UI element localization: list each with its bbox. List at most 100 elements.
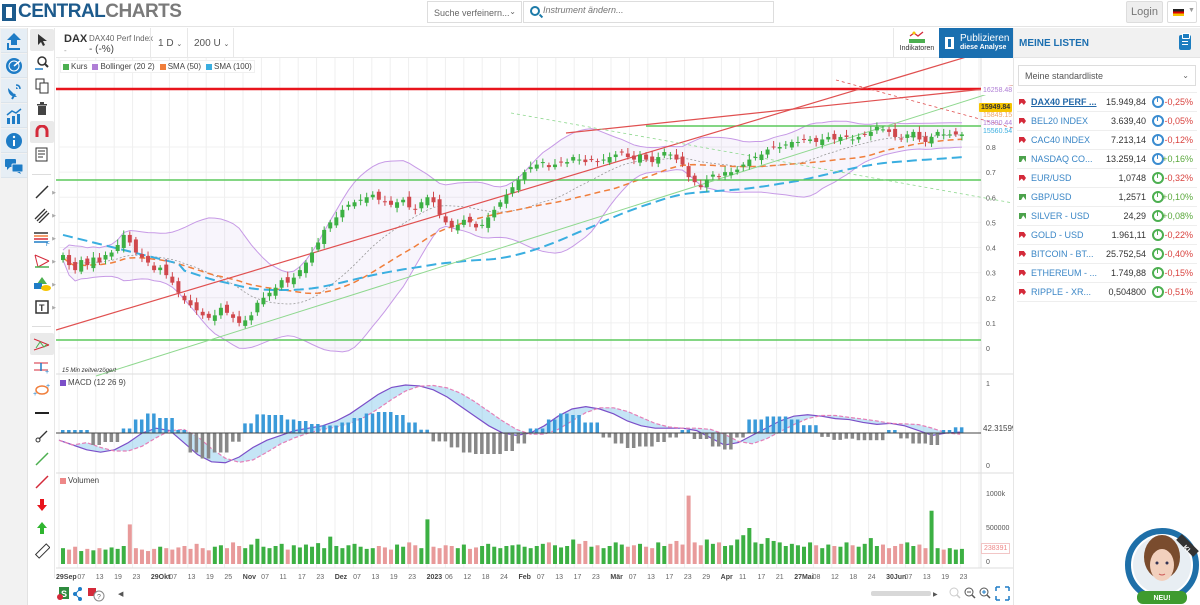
nav-chat[interactable] xyxy=(1,154,27,178)
delete-tool[interactable] xyxy=(30,98,54,120)
instrument-name[interactable]: RIPPLE - XR... xyxy=(1031,287,1092,297)
instrument-name[interactable]: DAX40 PERF ... xyxy=(1031,97,1097,107)
instrument-name[interactable]: BITCOIN - BT... xyxy=(1031,249,1094,259)
zoom-in-icon[interactable] xyxy=(979,587,991,599)
market-clock-icon xyxy=(1152,153,1164,165)
watchlist-row[interactable]: BEL20 INDEX 3.639,40 -0,05% xyxy=(1017,112,1197,131)
instrument-name[interactable]: ETHEREUM - ... xyxy=(1031,268,1098,278)
zoom-tool[interactable] xyxy=(30,52,54,74)
help-alert-icon[interactable]: ? xyxy=(88,588,105,602)
ray-tool[interactable] xyxy=(30,425,54,447)
legend-item-sma100[interactable]: SMA (100) xyxy=(206,62,252,71)
fibonacci-tool[interactable]: F ▶ xyxy=(30,227,56,249)
ruler-tool[interactable] xyxy=(30,540,54,562)
text-tool[interactable]: T ▶ xyxy=(30,296,56,318)
volume-legend[interactable]: Volumen xyxy=(60,476,99,485)
market-clock-icon xyxy=(1152,210,1164,222)
copy-tool[interactable] xyxy=(30,75,54,97)
instrument-name[interactable]: CAC40 INDEX xyxy=(1031,135,1091,145)
time-axis-label: Apr xyxy=(721,574,733,581)
trend-channel-red[interactable] xyxy=(56,58,1013,331)
time-axis-label: 07 xyxy=(77,574,85,581)
instrument-price: 0,504800 xyxy=(1108,287,1146,297)
watchlist-row[interactable]: BITCOIN - BT... 25.752,54 -0,40% xyxy=(1017,245,1197,264)
instrument-name[interactable]: EUR/USD xyxy=(1031,173,1072,183)
price-chart[interactable]: 0.80.70.60.50.40.30.20.10101000k50000002… xyxy=(56,58,1013,583)
nav-info[interactable] xyxy=(1,129,27,153)
watchlist-title: MEINE LISTEN xyxy=(1019,38,1090,49)
publish-analysis-button[interactable]: Publizieren diese Analyse xyxy=(939,28,1013,58)
export-excel-icon[interactable]: S xyxy=(57,587,69,600)
ellipse-tool[interactable]: + + xyxy=(30,379,54,401)
fullscreen-icon[interactable] xyxy=(995,586,1010,601)
nav-export[interactable] xyxy=(1,29,27,53)
search-refine-select[interactable]: Suche verfeinern... ⌄ xyxy=(427,1,522,23)
login-button[interactable]: Login xyxy=(1126,1,1163,23)
zoom-out-icon[interactable] xyxy=(964,587,976,599)
channel-tool[interactable]: ▶ xyxy=(30,204,56,226)
buy-arrow-tool[interactable] xyxy=(30,517,54,539)
watchlist-row[interactable]: ETHEREUM - ... 1.749,88 -0,15% xyxy=(1017,264,1197,283)
scroll-left-icon[interactable]: ◀ xyxy=(118,591,124,598)
pitchfork-tool[interactable]: ▶ xyxy=(30,250,56,272)
watchlist-row[interactable]: RIPPLE - XR... 0,504800 -0,51% xyxy=(1017,283,1197,302)
watchlist-row[interactable]: GBP/USD 1,2571 +0,10% xyxy=(1017,188,1197,207)
zoom-reset-icon[interactable] xyxy=(949,587,961,599)
template-tool[interactable] xyxy=(30,144,54,166)
nav-signals[interactable] xyxy=(1,79,27,103)
copy-icon xyxy=(35,78,49,94)
time-axis-label: 19 xyxy=(390,574,398,581)
instrument-name[interactable]: GBP/USD xyxy=(1031,192,1072,202)
instrument-name[interactable]: BEL20 INDEX xyxy=(1031,116,1089,126)
instrument-name[interactable]: SILVER - USD xyxy=(1031,211,1090,221)
instrument-search[interactable] xyxy=(523,1,774,23)
shapes-tool[interactable]: ▶ xyxy=(30,273,56,295)
macd-legend[interactable]: MACD (12 26 9) xyxy=(60,378,126,387)
sell-arrow-tool[interactable] xyxy=(30,494,54,516)
units-select[interactable]: 200 U ⌄ xyxy=(194,38,229,49)
language-select[interactable]: ▼ xyxy=(1167,1,1197,23)
line-tool[interactable]: ▶ xyxy=(30,181,56,203)
watchlist-row[interactable]: CAC40 INDEX 7.213,14 -0,12% xyxy=(1017,131,1197,150)
dotted-trend-red[interactable] xyxy=(835,79,1013,129)
trend-line-green[interactable] xyxy=(95,85,1013,377)
logo[interactable]: CENTRAL CHARTS xyxy=(2,1,182,23)
volume-axis-tick: 500000 xyxy=(986,525,1009,532)
pointer-tool[interactable] xyxy=(30,29,54,51)
instrument-search-input[interactable] xyxy=(543,5,763,15)
red-line-tool[interactable] xyxy=(30,471,54,493)
pattern-tool[interactable] xyxy=(30,333,54,355)
watchlist-row[interactable]: GOLD - USD 1.961,11 -0,22% xyxy=(1017,226,1197,245)
share-icon[interactable] xyxy=(73,587,82,601)
logo-bracket-icon xyxy=(2,3,16,21)
instrument-name[interactable]: GOLD - USD xyxy=(1031,230,1084,240)
ai-assistant-button[interactable]: KI NEU! xyxy=(1124,527,1200,605)
watchlist-row[interactable]: EUR/USD 1,0748 -0,32% xyxy=(1017,169,1197,188)
watchlist-select[interactable]: Meine standardliste ⌄ xyxy=(1018,65,1196,86)
nav-analytics[interactable] xyxy=(1,104,27,128)
timeframe-select[interactable]: 1 D ⌄ xyxy=(158,38,182,49)
market-clock-icon xyxy=(1152,191,1164,203)
dotted-trend-green[interactable] xyxy=(510,112,1013,204)
indicators-button[interactable]: Indikatoren xyxy=(894,30,940,58)
measure-price-tool[interactable]: + xyxy=(30,356,54,378)
legend-item-sma50[interactable]: SMA (50) xyxy=(159,62,201,71)
watchlist-row[interactable]: SILVER - USD 24,29 +0,08% xyxy=(1017,207,1197,226)
svg-text:+: + xyxy=(45,369,49,375)
legend-item-kurs[interactable]: Kurs xyxy=(63,62,87,71)
units-label: 200 U xyxy=(194,38,221,49)
instrument-name[interactable]: NASDAQ CO... xyxy=(1031,154,1093,164)
clipboard-icon[interactable] xyxy=(1179,33,1191,50)
horizontal-scrollbar[interactable] xyxy=(871,591,931,596)
watchlist-row[interactable]: NASDAQ CO... 13.259,14 +0,16% xyxy=(1017,150,1197,169)
time-axis-label: 2023 xyxy=(427,574,443,581)
legend-item-bollinger[interactable]: Bollinger (20 2) xyxy=(92,62,155,71)
nav-radar[interactable] xyxy=(1,54,27,78)
bracket-logo-icon xyxy=(945,37,954,49)
horizontal-line-tool[interactable] xyxy=(30,402,54,424)
scroll-right-icon[interactable]: ▶ xyxy=(933,592,938,598)
magnet-tool[interactable] xyxy=(30,121,54,143)
trend-channel-red-upper[interactable] xyxy=(565,85,1013,134)
green-line-tool[interactable] xyxy=(30,448,54,470)
watchlist-row[interactable]: DAX40 PERF ... 15.949,84 -0,25% xyxy=(1017,93,1197,112)
